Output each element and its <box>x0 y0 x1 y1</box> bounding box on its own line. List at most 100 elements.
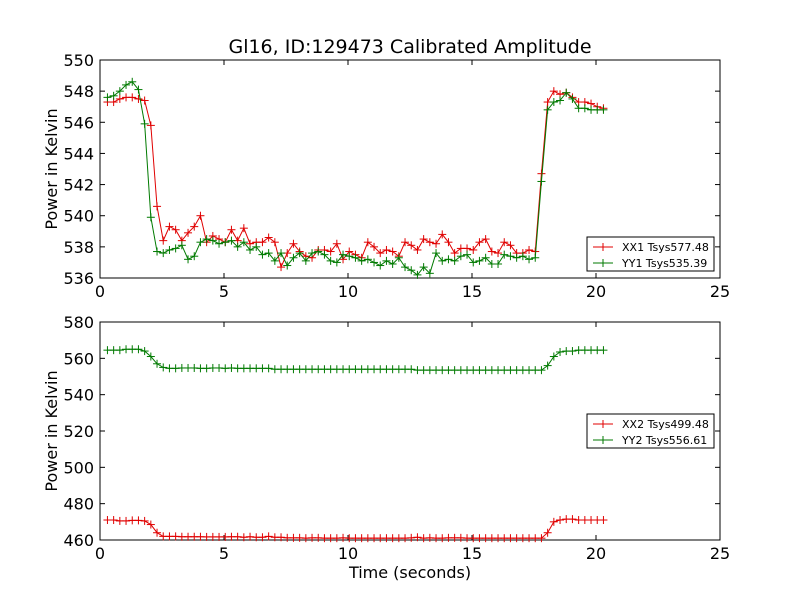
data-point <box>506 241 515 250</box>
data-point <box>463 250 472 259</box>
legend: XX2 Tsys499.48 YY2 Tsys556.61 <box>586 413 715 449</box>
data-point <box>122 80 131 89</box>
data-point <box>580 104 589 113</box>
data-point <box>475 238 484 247</box>
data-point <box>227 225 236 234</box>
data-point <box>376 261 385 270</box>
data-point <box>314 247 323 256</box>
x-tick-label: 5 <box>219 544 229 563</box>
data-point <box>388 247 397 256</box>
data-point <box>562 88 571 97</box>
data-point <box>159 236 168 245</box>
data-point <box>401 263 410 272</box>
data-point <box>277 533 286 542</box>
data-point <box>568 515 577 524</box>
y-tick-label: 520 <box>63 422 94 441</box>
data-point <box>531 253 540 262</box>
data-point <box>549 98 558 107</box>
data-point <box>376 249 385 258</box>
data-point <box>370 242 379 251</box>
y-tick-label: 542 <box>63 176 94 195</box>
data-point <box>264 233 273 242</box>
data-point <box>283 261 292 270</box>
data-point <box>370 258 379 267</box>
legend-label: XX2 Tsys499.48 <box>622 418 709 431</box>
legend-item: XX2 Tsys499.48 <box>593 418 709 431</box>
data-point <box>270 238 279 247</box>
data-point <box>549 352 558 361</box>
data-point <box>537 366 546 375</box>
data-point <box>227 236 236 245</box>
y-tick-label: 500 <box>63 458 94 477</box>
bottom-plot-panel: 0 5 10 15 20 25 460 480 500 520 540 560 580 Power in … <box>42 313 730 582</box>
data-point <box>264 364 273 373</box>
data-point <box>128 77 137 86</box>
y-tick-label: 544 <box>63 144 94 163</box>
data-point <box>494 259 503 268</box>
data-point <box>320 250 329 259</box>
data-point <box>159 363 168 372</box>
data-point <box>153 202 162 211</box>
x-tick-label: 10 <box>338 544 358 563</box>
data-point <box>140 347 149 356</box>
data-point <box>208 236 217 245</box>
data-point <box>301 256 310 265</box>
data-point <box>134 345 143 354</box>
x-tick-label: 25 <box>710 282 730 301</box>
x-tick-label: 5 <box>219 282 229 301</box>
data-point <box>221 238 230 247</box>
data-point <box>190 252 199 261</box>
data-point <box>599 346 608 355</box>
data-point <box>246 245 255 254</box>
data-point <box>425 269 434 278</box>
data-point <box>258 533 267 542</box>
data-point <box>233 532 242 541</box>
data-point <box>537 534 546 543</box>
data-point <box>171 225 180 234</box>
y-tick-label: 460 <box>63 531 94 550</box>
y-tick-label: 546 <box>63 113 94 132</box>
data-point <box>345 252 354 261</box>
chart-title: Gl16, ID:129473 Calibrated Amplitude <box>228 36 591 58</box>
data-point <box>277 249 286 258</box>
data-point <box>134 516 143 525</box>
data-point <box>500 250 509 259</box>
data-point <box>246 532 255 541</box>
x-tick-label: 20 <box>586 544 606 563</box>
data-point <box>407 266 416 275</box>
data-point <box>115 87 124 96</box>
data-point <box>556 516 565 525</box>
data-point <box>196 238 205 247</box>
data-point <box>357 256 366 265</box>
data-point <box>388 259 397 268</box>
y-tick-label: 540 <box>63 386 94 405</box>
data-point <box>258 250 267 259</box>
data-point <box>363 255 372 264</box>
data-point <box>450 256 459 265</box>
data-point <box>159 249 168 258</box>
data-point <box>382 256 391 265</box>
y-tick-label: 538 <box>63 238 94 257</box>
x-axis-label: Time (seconds) <box>348 563 471 582</box>
data-point <box>537 177 546 186</box>
top-plot-panel: 0 5 10 15 20 25 536 538 540 542 544 546 548 550 Power … <box>42 51 730 301</box>
data-point <box>184 228 193 237</box>
data-point <box>196 211 205 220</box>
data-point <box>481 253 490 262</box>
data-point <box>413 270 422 279</box>
data-point <box>289 239 298 248</box>
data-point <box>258 238 267 247</box>
y-tick-label: 536 <box>63 269 94 288</box>
data-point <box>419 235 428 244</box>
data-point <box>171 244 180 253</box>
data-point <box>295 249 304 258</box>
data-point <box>438 230 447 239</box>
data-point <box>382 245 391 254</box>
data-point <box>109 516 118 525</box>
data-point <box>363 238 372 247</box>
y-tick-label: 580 <box>63 313 94 332</box>
legend-box <box>586 413 715 449</box>
legend-label: XX1 Tsys577.48 <box>622 241 709 254</box>
data-point <box>599 516 608 525</box>
data-point <box>252 242 261 251</box>
